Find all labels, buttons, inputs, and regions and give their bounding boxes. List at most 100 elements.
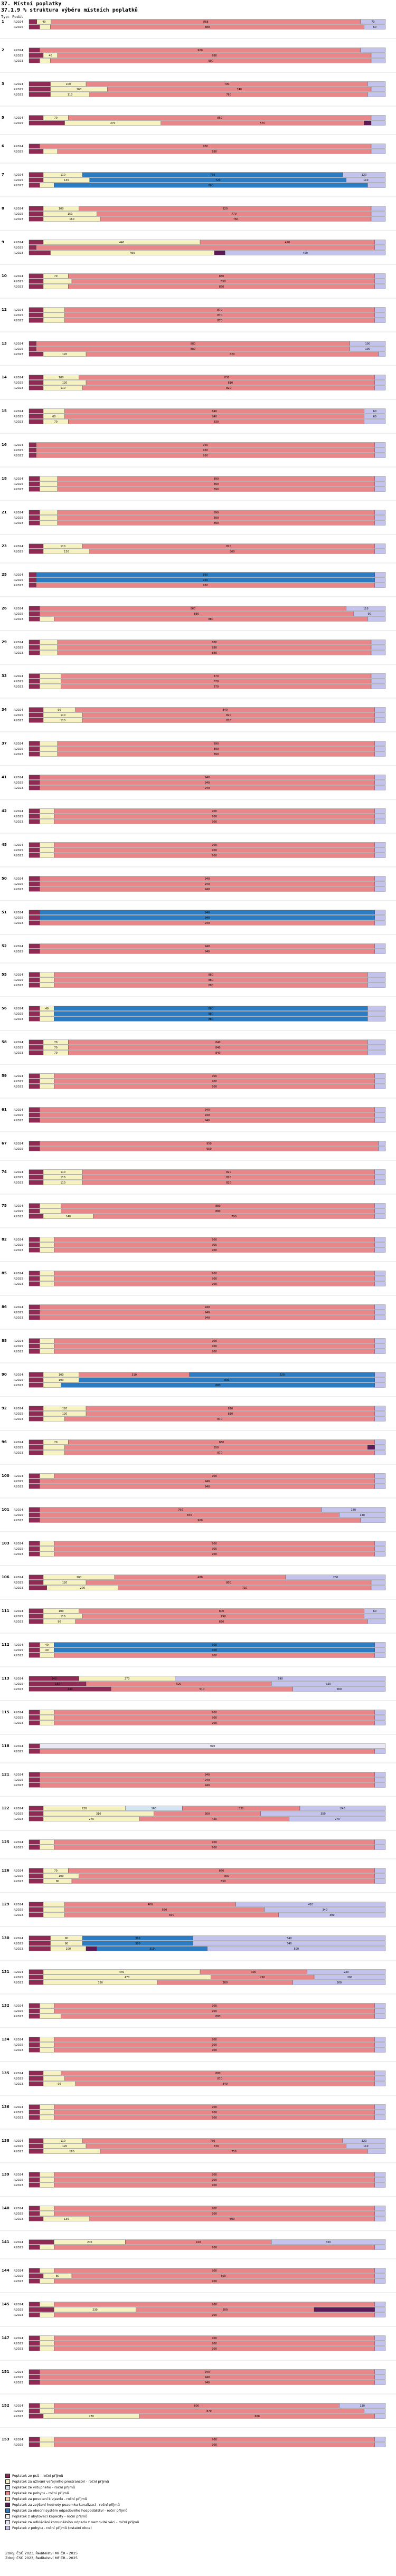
value-label: 120 — [362, 174, 367, 177]
year-label: R2024 — [14, 2438, 23, 2441]
bar-segment-zbytek — [374, 453, 386, 458]
year-label: R2025 — [14, 1514, 23, 1517]
value-label: 820 — [226, 387, 231, 390]
year-label: R2024 — [14, 607, 23, 610]
bar-segment-verejne_prostranstvi — [40, 1349, 54, 1354]
group-label: 88 — [2, 1339, 7, 1343]
year-label: R2024 — [14, 2038, 23, 2041]
year-label: R2023 — [14, 1418, 23, 1421]
bar-segment-pes — [29, 1006, 40, 1011]
bar-segment-zbytek — [271, 2239, 386, 2245]
value-label: 940 — [205, 1119, 210, 1122]
group-label: 37 — [2, 741, 7, 746]
bar-segment-pes — [29, 481, 40, 486]
year-label: R2023 — [14, 488, 23, 491]
value-label: 940 — [205, 1485, 210, 1489]
bar-segment-zbytek — [374, 920, 386, 926]
bar-segment-verejne_prostranstvi — [40, 684, 61, 689]
bar-segment-pes — [29, 1146, 40, 1151]
year-label: R2025 — [14, 314, 23, 317]
bar-segment-pes — [29, 707, 44, 712]
bar-segment-pes — [29, 718, 44, 723]
bar-segment-pes — [29, 853, 40, 858]
bar-segment-zbytek — [360, 47, 386, 53]
bar-segment-zbytek — [367, 1016, 386, 1022]
bar-segment-pes — [29, 1084, 40, 1089]
bar-segment-zbytek — [371, 673, 386, 679]
bar-segment-zbytek — [314, 1974, 386, 1980]
year-label: R2025 — [14, 415, 23, 418]
value-label: 900 — [212, 2337, 217, 2340]
year-label: R2025 — [14, 348, 23, 351]
bar-segment-zbytek — [374, 915, 386, 920]
value-label: 200 — [80, 1587, 85, 1590]
year-label: R2023 — [14, 2184, 23, 2187]
year-label: R2025 — [14, 150, 23, 154]
bar-segment-zbytek — [293, 1980, 386, 1985]
value-label: 900 — [212, 1249, 217, 1252]
bar-segment-zbytek — [360, 1518, 386, 1523]
bar-segment-pes — [29, 149, 44, 154]
value-label: 880 — [208, 1018, 213, 1021]
bar-segment-zbytek — [374, 442, 386, 447]
bar-segment-zbytek — [346, 2143, 386, 2149]
bar-segment-verejne_prostranstvi — [40, 2177, 54, 2182]
bar-segment-pes — [29, 1445, 44, 1450]
bar-segment-zbytek — [225, 250, 386, 255]
value-label: 70 — [54, 1046, 57, 1050]
year-label: R2025 — [14, 213, 23, 216]
group-label: 141 — [2, 2240, 10, 2244]
group-label: 25 — [2, 573, 7, 577]
value-label: 900 — [212, 1553, 217, 1556]
value-label: 940 — [205, 911, 210, 914]
year-label: R2023 — [14, 2015, 23, 2018]
bar-segment-verejne_prostranstvi — [43, 408, 65, 414]
year-label: R2024 — [14, 945, 23, 948]
value-label: 770 — [231, 213, 237, 216]
bar-segment-zbytek — [374, 881, 386, 886]
value-label: 410 — [196, 2241, 201, 2244]
year-label: R2023 — [14, 652, 23, 655]
bar-segment-zbytek — [374, 1343, 386, 1349]
bar-segment-zbytek — [374, 1271, 386, 1276]
bar-segment-zbytek — [374, 486, 386, 492]
year-label: R2023 — [14, 319, 23, 322]
bar-segment-zbytek — [374, 1242, 386, 1247]
bar-segment-verejne_prostranstvi — [43, 1416, 65, 1421]
year-label: R2023 — [14, 1452, 23, 1455]
value-label: 420 — [212, 1818, 217, 1821]
value-label: 80 — [56, 2275, 59, 2278]
group-label: 144 — [2, 2268, 10, 2273]
year-label: R2024 — [14, 2371, 23, 2374]
year-label: R2024 — [14, 776, 23, 779]
bar-segment-verejne_prostranstvi — [40, 645, 58, 650]
group-label: 14 — [2, 375, 7, 379]
group-label: 115 — [2, 1710, 10, 1714]
bar-segment-pes — [29, 1912, 44, 1917]
year-label: R2024 — [14, 1576, 23, 1579]
value-label: 40 — [45, 1007, 49, 1010]
value-label: 70 — [371, 21, 374, 24]
value-label: 940 — [205, 1779, 210, 1782]
bar-segment-verejne_prostranstvi — [40, 2037, 54, 2042]
year-label: R2023 — [14, 1316, 23, 1320]
group-label: 106 — [2, 1575, 10, 1579]
value-label: 950 — [203, 449, 208, 452]
bar-segment-zbytek — [374, 1276, 386, 1281]
bar-segment-pes — [29, 1349, 40, 1354]
value-label: 70 — [54, 275, 57, 278]
bar-segment-pes — [29, 486, 40, 492]
value-label: 70 — [54, 117, 57, 120]
value-label: 80 — [56, 1880, 59, 1883]
value-label: 900 — [212, 1350, 217, 1353]
year-label: R2023 — [14, 218, 23, 221]
bar-segment-zbytek — [374, 1214, 386, 1219]
bar-segment-verejne_prostranstvi — [40, 2172, 54, 2177]
bar-segment-zbytek — [364, 414, 386, 419]
bar-segment-zbytek — [289, 1816, 386, 1821]
year-label: R2025 — [14, 748, 23, 751]
year-label: R2024 — [14, 1937, 23, 1940]
bar-segment-zbytek — [371, 206, 386, 211]
bar-segment-verejne_prostranstvi — [40, 481, 58, 486]
bar-segment-pes — [29, 2403, 40, 2408]
